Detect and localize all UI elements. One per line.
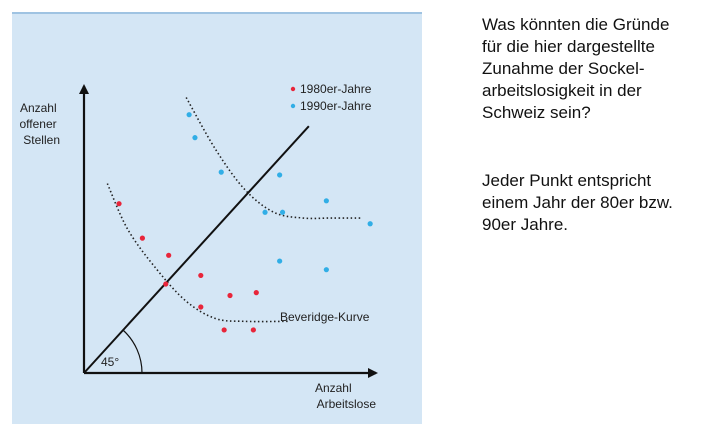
explanation-text: Jeder Punkt entspricht einem Jahr der 80… xyxy=(482,171,673,234)
point-1980s-7 xyxy=(227,292,233,299)
diagonal-45-line xyxy=(83,125,310,374)
point-1990s-4 xyxy=(277,172,283,178)
point-1980s-9 xyxy=(221,327,227,333)
beveridge-curve-label: Beveridge-Kurve xyxy=(280,310,370,324)
beveridge-curve-1980s xyxy=(106,183,289,323)
point-1990s-8 xyxy=(323,198,329,204)
scatter-chart: 45° Anzahl offener Stellen Anzahl Arbeit… xyxy=(20,82,378,411)
curves-layer xyxy=(106,97,362,323)
angle-arc xyxy=(122,329,143,374)
chart-panel: 45° Anzahl offener Stellen Anzahl Arbeit… xyxy=(12,12,422,424)
legend-marker-1990s xyxy=(290,103,296,109)
point-1980s-4 xyxy=(163,281,169,287)
point-1990s-7 xyxy=(277,258,283,264)
points-layer xyxy=(116,112,373,333)
point-1980s-8 xyxy=(253,290,259,296)
point-1990s-1 xyxy=(186,112,192,118)
point-1990s-5 xyxy=(262,209,268,215)
beveridge-curve-1990s xyxy=(185,97,362,220)
angle-label: 45° xyxy=(101,355,119,369)
point-1980s-5 xyxy=(198,272,204,279)
legend: 1980er-Jahre 1990er-Jahre xyxy=(290,82,372,113)
x-label-line-2: Arbeitslose xyxy=(317,397,377,411)
point-1990s-10 xyxy=(367,221,373,227)
point-1980s-3 xyxy=(166,252,172,258)
x-label-line-1: Anzahl xyxy=(315,381,352,395)
point-1990s-3 xyxy=(218,169,224,175)
point-1990s-2 xyxy=(192,135,198,141)
point-1980s-1 xyxy=(116,201,122,207)
point-1990s-6 xyxy=(279,209,286,215)
y-label-line-1: Anzahl xyxy=(20,101,57,115)
legend-label-1980s: 1980er-Jahre xyxy=(300,82,372,96)
y-axis-label: Anzahl offener Stellen xyxy=(20,101,61,147)
point-1980s-2 xyxy=(139,235,145,241)
legend-label-1990s: 1990er-Jahre xyxy=(300,99,372,113)
point-1980s-10 xyxy=(250,327,256,333)
x-axis-label: Anzahl Arbeitslose xyxy=(315,381,376,411)
y-label-line-3: Stellen xyxy=(23,133,60,147)
point-1980s-6 xyxy=(198,304,204,310)
y-label-line-2: offener xyxy=(20,117,57,131)
question-text: Was könnten die Gründe für die hier darg… xyxy=(482,15,670,122)
point-1990s-9 xyxy=(323,267,329,273)
legend-marker-1980s xyxy=(290,86,296,92)
